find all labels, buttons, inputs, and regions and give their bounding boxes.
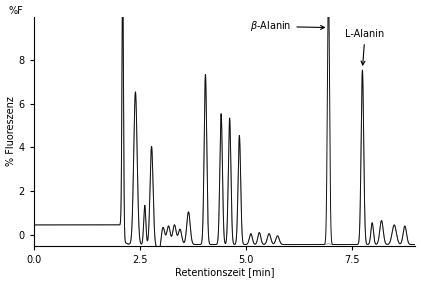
Text: L-Alanin: L-Alanin: [346, 29, 385, 65]
Text: $\beta$-Alanin: $\beta$-Alanin: [250, 20, 325, 33]
Text: %F: %F: [9, 5, 24, 16]
Y-axis label: % Fluoreszenz: % Fluoreszenz: [5, 96, 16, 166]
X-axis label: Retentionszeit [min]: Retentionszeit [min]: [175, 267, 274, 277]
